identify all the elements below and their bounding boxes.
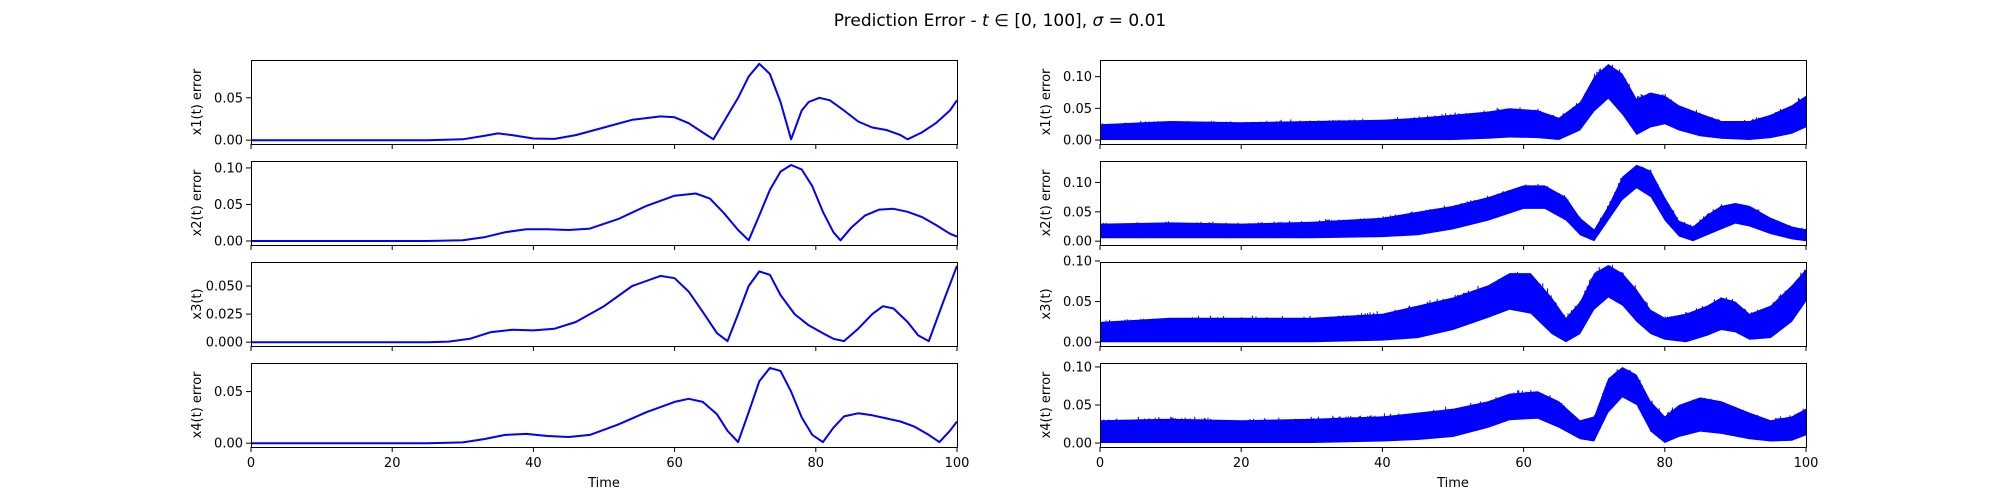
title-comma: , [1082, 11, 1093, 31]
subplot-left-2: 0.00 0.05 0.10 x2(t) error [190, 161, 958, 250]
figure-title: Prediction Error - t ∈ [0, 100], σ = 0.0… [834, 11, 1166, 31]
x-tick-label: 0 [247, 456, 255, 471]
axes-frame [251, 262, 958, 347]
y-tick-label: 0.05 [1063, 399, 1092, 414]
subplot-left-1: 0.00 0.05 x1(t) error [190, 60, 958, 149]
y-axis-label: x3(t) [190, 288, 205, 319]
y-tick-label: 0.05 [214, 385, 243, 400]
x-tick-label: 0 [1096, 456, 1104, 471]
x-tick-label: 80 [1657, 456, 1674, 471]
series-line [251, 62, 957, 142]
axes-frame [1100, 60, 1807, 145]
noise-spikes [1100, 166, 1806, 241]
noise-spikes [1100, 64, 1806, 140]
y-tick-label: 0.00 [1063, 235, 1092, 250]
x-axis-label: Time [587, 476, 620, 491]
title-prefix: Prediction Error - [834, 11, 982, 31]
y-tick-label: 0.05 [1063, 295, 1092, 310]
y-tick-label: 0.05 [214, 91, 243, 106]
y-tick-label: 0.00 [214, 437, 243, 452]
subplot-left-4: 0 20 40 60 80 100 0.00 0.05 x4(t) error Time [190, 363, 970, 491]
axes-frame [1100, 363, 1807, 448]
subplot-right-1: 0.00 0.05 0.10 x1(t) error [1039, 60, 1807, 149]
x-tick-label: 60 [1515, 456, 1532, 471]
title-equals: = [1103, 11, 1128, 31]
y-tick-label: 0.05 [1063, 102, 1092, 117]
title-interval: [0, 100] [1014, 11, 1081, 31]
title-in-symbol: ∈ [989, 11, 1015, 31]
series-line [251, 164, 957, 242]
title-var-t: t [982, 11, 990, 31]
y-tick-label: 0.050 [206, 280, 243, 295]
x-tick-label: 40 [525, 456, 542, 471]
axes-frame [251, 363, 958, 448]
noise-spikes [1100, 264, 1806, 343]
y-tick-label: 0.05 [1063, 205, 1092, 220]
axes-frame [1100, 161, 1807, 246]
x-tick-label: 100 [945, 456, 970, 471]
series-line [251, 366, 957, 445]
subplot-right-2: 0.00 0.05 0.10 x2(t) error [1039, 161, 1807, 250]
y-axis-label: x2(t) error [1039, 169, 1054, 236]
x-tick-label: 40 [1374, 456, 1391, 471]
y-axis-label: x2(t) error [190, 169, 205, 236]
title-sigma-value: 0.01 [1128, 11, 1166, 31]
x-axis-label: Time [1436, 476, 1469, 491]
y-axis-label: x4(t) error [190, 371, 205, 438]
y-axis-label: x1(t) error [1039, 68, 1054, 135]
y-tick-label: 0.00 [214, 134, 243, 149]
y-tick-label: 0.10 [1063, 176, 1092, 191]
y-tick-label: 0.10 [1063, 254, 1092, 269]
x-tick-label: 20 [1233, 456, 1250, 471]
y-axis-label: x1(t) error [190, 68, 205, 135]
x-tick-label: 80 [808, 456, 825, 471]
y-axis-label: x3(t) [1039, 288, 1054, 319]
subplot-right-3: 0.00 0.05 0.10 x3(t) [1039, 254, 1807, 351]
y-tick-label: 0.05 [214, 198, 243, 213]
noise-spikes [1100, 369, 1806, 443]
y-tick-label: 0.00 [1063, 336, 1092, 351]
y-tick-label: 0.025 [206, 308, 243, 323]
y-tick-label: 0.00 [1063, 134, 1092, 149]
subplot-grid: 0.00 0.05 x1(t) error 0.00 0.05 0.10 x2(t) err… [190, 60, 1818, 491]
y-tick-label: 0.10 [1063, 360, 1092, 375]
x-tick-label: 100 [1794, 456, 1819, 471]
axes-frame [251, 161, 958, 246]
axes-frame [251, 60, 958, 145]
title-var-sigma: σ [1093, 11, 1105, 31]
y-tick-label: 0.10 [1063, 70, 1092, 85]
axes-frame [1100, 262, 1807, 347]
y-tick-label: 0.00 [1063, 437, 1092, 452]
x-tick-label: 20 [384, 456, 401, 471]
y-tick-label: 0.10 [214, 161, 243, 176]
y-tick-label: 0.000 [206, 336, 243, 351]
subplot-right-4: 0 20 40 60 80 100 0.00 0.05 0.10 x4(t) error Time [1039, 360, 1818, 491]
x-tick-label: 60 [666, 456, 683, 471]
series-line [251, 265, 957, 344]
y-axis-label: x4(t) error [1039, 371, 1054, 438]
y-tick-label: 0.00 [214, 234, 243, 249]
